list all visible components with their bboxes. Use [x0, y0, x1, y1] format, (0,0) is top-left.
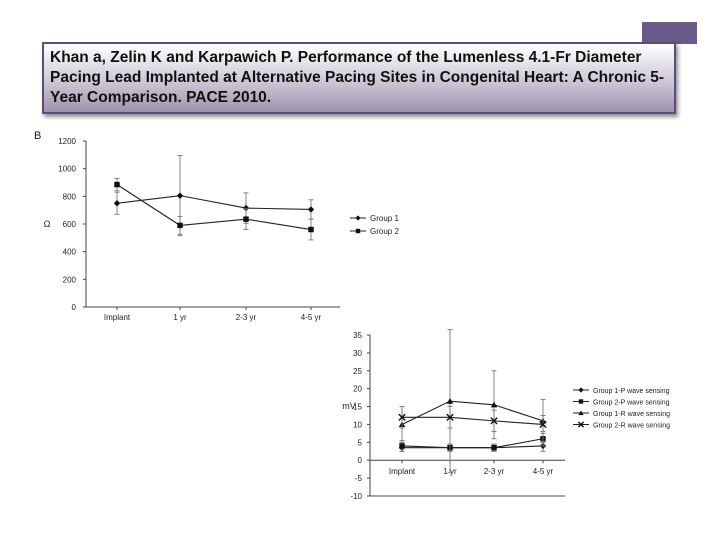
panel-label: B: [34, 130, 42, 142]
y-tick-label: 15: [353, 403, 362, 412]
legend-entry: Group 2: [350, 227, 399, 236]
data-point: [490, 417, 498, 425]
y-tick-label: 1000: [58, 165, 76, 174]
y-axis-label: Ω: [44, 219, 51, 229]
x-tick-label: 2-3 yr: [484, 467, 505, 476]
data-point: [176, 192, 184, 199]
data-point: [308, 226, 314, 233]
x-tick-label: Implant: [389, 467, 416, 476]
data-point: [446, 413, 454, 421]
legend-label: Group 2: [370, 227, 399, 236]
citation-banner: Khan a, Zelin K and Karpawich P. Perform…: [42, 42, 676, 114]
legend-marker: [578, 410, 584, 416]
citation-text: Khan a, Zelin K and Karpawich P. Perform…: [50, 49, 665, 106]
accent-block: [642, 22, 697, 44]
legend-entry: Group 2-P wave sensing: [573, 399, 670, 407]
legend-entry: Group 1: [350, 214, 399, 223]
legend-entry: Group 1-R wave sensing: [573, 410, 670, 418]
y-tick-label: 10: [353, 420, 362, 429]
legend-marker: [577, 421, 585, 428]
series-2: [114, 177, 314, 241]
y-tick-label: 35: [353, 331, 362, 340]
data-point: [177, 222, 183, 229]
x-tick-label: Implant: [104, 313, 131, 322]
series-line: [401, 400, 544, 425]
y-tick-label: 25: [353, 367, 362, 376]
y-tick-label: 400: [63, 248, 77, 257]
x-tick-label: 2-3 yr: [236, 313, 257, 322]
x-tick-label: 1 yr: [173, 313, 187, 322]
series-1: [113, 155, 315, 237]
data-point: [491, 444, 497, 451]
y-tick-label: 5: [358, 438, 363, 447]
data-point: [446, 397, 454, 404]
x-tick-label: 4-5 yr: [533, 467, 554, 476]
data-point: [399, 443, 405, 449]
chart-1: 0 200 400 600 800 1000 1200 Implant 1 yr 2-3 yr 4-…: [44, 137, 400, 322]
series-line: [402, 416, 544, 425]
y-tick-label: 800: [63, 192, 77, 201]
legend-marker: [355, 228, 361, 234]
data-point: [243, 216, 249, 222]
legend-label: Group 1: [370, 214, 399, 223]
data-point: [539, 420, 547, 429]
y-tick-label: -5: [355, 474, 363, 483]
data-point: [307, 206, 315, 213]
legend-label: Group 1-P wave sensing: [593, 388, 670, 395]
series-4: [398, 406, 547, 434]
y-tick-label: 0: [358, 456, 363, 465]
legend-marker: [355, 215, 361, 221]
x-tick-label: 4-5 yr: [301, 313, 322, 322]
legend-entry: Group 2-R wave sensing: [573, 421, 670, 430]
y-tick-label: 200: [63, 275, 77, 284]
y-axis-label: mV: [342, 401, 356, 411]
series-2: [399, 431, 546, 452]
series-3: [398, 329, 547, 474]
series-line: [116, 195, 312, 211]
legend-label: Group 2-R wave sensing: [593, 423, 670, 430]
data-point: [398, 413, 406, 421]
data-point: [242, 204, 250, 212]
legend-marker: [578, 399, 584, 404]
y-tick-label: 1200: [58, 137, 76, 146]
series-line: [401, 438, 544, 449]
chart-1-axes: 0 200 400 600 800 1000 1200 Implant 1 yr 2-3 yr 4-…: [44, 137, 340, 322]
y-tick-label: 0: [72, 303, 77, 312]
data-point: [113, 200, 121, 207]
legend-marker: [578, 387, 584, 393]
legend-label: Group 1-R wave sensing: [593, 411, 670, 418]
data-point: [114, 181, 120, 188]
y-tick-label: 20: [353, 385, 362, 394]
y-tick-label: 600: [63, 220, 77, 229]
legend-label: Group 2-P wave sensing: [593, 400, 670, 407]
legend-entry: Group 1-P wave sensing: [573, 387, 670, 395]
y-tick-label: -10: [350, 492, 362, 501]
y-tick-label: 30: [353, 349, 362, 358]
series-line: [116, 184, 312, 231]
data-point: [490, 401, 498, 408]
